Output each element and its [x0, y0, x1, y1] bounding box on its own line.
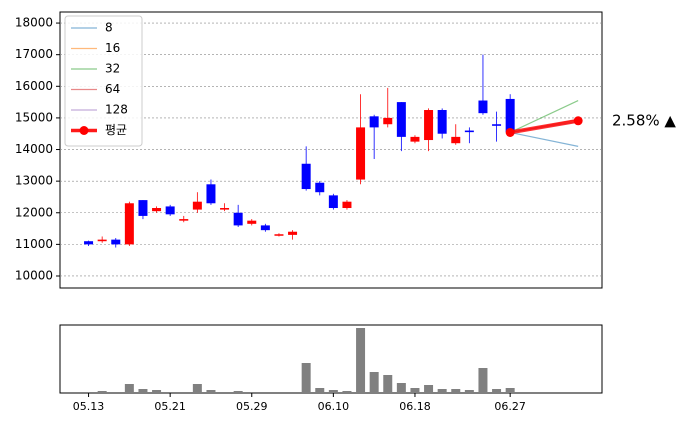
legend-label: 128 [105, 103, 128, 117]
candle-body [315, 182, 325, 193]
y-tick-label: 18000 [15, 16, 53, 30]
y-tick-label: 13000 [15, 174, 53, 188]
legend-label: 64 [105, 82, 120, 96]
candle-body [492, 124, 502, 126]
volume-bar [478, 368, 488, 393]
candle-body [274, 234, 284, 236]
volume-bar [220, 392, 230, 393]
candle-body [437, 110, 447, 134]
candle-body [356, 127, 366, 180]
candle-body [247, 220, 257, 224]
x-tick-label: 05.21 [154, 400, 186, 413]
volume-bar [342, 391, 352, 393]
volume-bar [356, 328, 366, 393]
candle-body [505, 98, 515, 133]
volume-bar [165, 392, 175, 393]
candle-body [288, 231, 298, 235]
candle-body [165, 206, 175, 215]
x-tick-label: 06.27 [494, 400, 526, 413]
candle-body [192, 201, 202, 210]
volume-frame [59, 324, 603, 394]
volume-bar [505, 388, 515, 393]
volume-bar [97, 391, 107, 393]
volume-bar [328, 390, 338, 393]
volume-bar [451, 389, 461, 393]
annotation: 2.58% ▲ [612, 112, 676, 130]
legend-label: 8 [105, 21, 113, 35]
candle-body [478, 100, 488, 114]
volume-bar [315, 388, 325, 393]
volume-bar [260, 392, 270, 393]
volume-bar [492, 389, 502, 393]
volume-bar [274, 392, 284, 393]
legend-label: 32 [105, 62, 120, 76]
volume-bar [369, 372, 379, 393]
y-tick-label: 10000 [15, 268, 53, 282]
x-tick-label: 06.18 [399, 400, 431, 413]
candle-body [206, 184, 216, 204]
y-tick-label: 12000 [15, 205, 53, 219]
candle-body [260, 225, 270, 231]
volume-bar [396, 383, 406, 393]
candle-body [220, 208, 230, 210]
candle-body [301, 163, 311, 190]
y-tick-label: 15000 [15, 110, 53, 124]
x-tick-label: 05.13 [73, 400, 105, 413]
y-tick-label: 17000 [15, 47, 53, 61]
candle-body [383, 117, 393, 125]
volume-bar [233, 391, 243, 393]
candle-body [424, 110, 434, 141]
y-tick-label: 11000 [15, 237, 53, 251]
x-tick-label: 06.10 [318, 400, 350, 413]
volume-bar [138, 389, 148, 393]
candle-body [328, 195, 338, 209]
candle-body [464, 130, 474, 133]
y-tick-label: 14000 [15, 142, 53, 156]
candle-body [111, 239, 121, 245]
candle-body [97, 239, 107, 242]
candle-body [396, 102, 406, 137]
volume-bar [424, 385, 434, 393]
ma-marker [505, 127, 515, 137]
volume-bar [124, 384, 134, 393]
ma-marker [573, 116, 583, 126]
legend-label: 16 [105, 41, 120, 55]
volume-bar [152, 390, 162, 393]
candle-body [84, 241, 94, 245]
volume-bar [437, 389, 447, 393]
volume-bar [410, 388, 420, 393]
volume-bar [288, 392, 298, 393]
candle-body [410, 136, 420, 142]
volume-bar [383, 375, 393, 393]
volume-bar [206, 390, 216, 393]
volume-bar [464, 390, 474, 393]
legend-label: 평균 [105, 123, 127, 137]
legend-marker [79, 126, 89, 135]
candle-body [138, 200, 148, 216]
volume-bar [192, 384, 202, 393]
candle-body [233, 212, 243, 226]
ma-line [510, 131, 579, 147]
candle-body [152, 208, 162, 212]
candle-body [451, 136, 461, 144]
x-tick-label: 05.29 [236, 400, 268, 413]
volume-bar [179, 392, 189, 393]
volume-bar [84, 392, 94, 393]
volume-bar [247, 392, 257, 393]
candle-body [124, 203, 134, 245]
candle-body [342, 201, 352, 209]
candle-body [179, 219, 189, 221]
ma-line [509, 118, 579, 135]
candle-body [369, 116, 379, 128]
volume-bar [301, 363, 311, 393]
y-tick-label: 16000 [15, 79, 53, 93]
ma-line [509, 99, 579, 133]
volume-bar [111, 392, 121, 393]
legend-box [64, 15, 143, 147]
